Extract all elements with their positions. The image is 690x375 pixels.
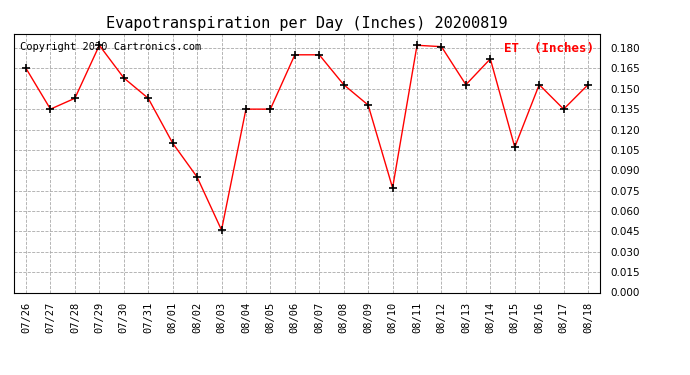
ET  (Inches) (364, 103, 373, 107)
Title: Evapotranspiration per Day (Inches) 20200819: Evapotranspiration per Day (Inches) 2020… (106, 16, 508, 31)
ET  (Inches) (71, 96, 79, 100)
ET  (Inches) (339, 82, 348, 87)
Line: ET  (Inches): ET (Inches) (22, 41, 592, 234)
ET  (Inches) (95, 43, 104, 48)
ET  (Inches) (413, 43, 421, 48)
ET  (Inches) (584, 82, 592, 87)
ET  (Inches) (193, 175, 201, 179)
ET  (Inches) (388, 186, 397, 190)
ET  (Inches) (290, 53, 299, 57)
ET  (Inches) (168, 141, 177, 146)
Text: Copyright 2020 Cartronics.com: Copyright 2020 Cartronics.com (19, 42, 201, 51)
ET  (Inches) (46, 107, 55, 111)
ET  (Inches) (486, 57, 495, 61)
ET  (Inches) (241, 107, 250, 111)
ET  (Inches) (535, 82, 543, 87)
ET  (Inches) (217, 228, 226, 232)
ET  (Inches) (144, 96, 152, 100)
ET  (Inches) (119, 76, 128, 80)
ET  (Inches) (266, 107, 275, 111)
ET  (Inches) (22, 66, 30, 70)
Text: ET  (Inches): ET (Inches) (504, 42, 594, 54)
ET  (Inches) (437, 44, 446, 49)
ET  (Inches) (560, 107, 568, 111)
ET  (Inches) (462, 82, 470, 87)
ET  (Inches) (315, 53, 324, 57)
ET  (Inches) (511, 145, 519, 149)
